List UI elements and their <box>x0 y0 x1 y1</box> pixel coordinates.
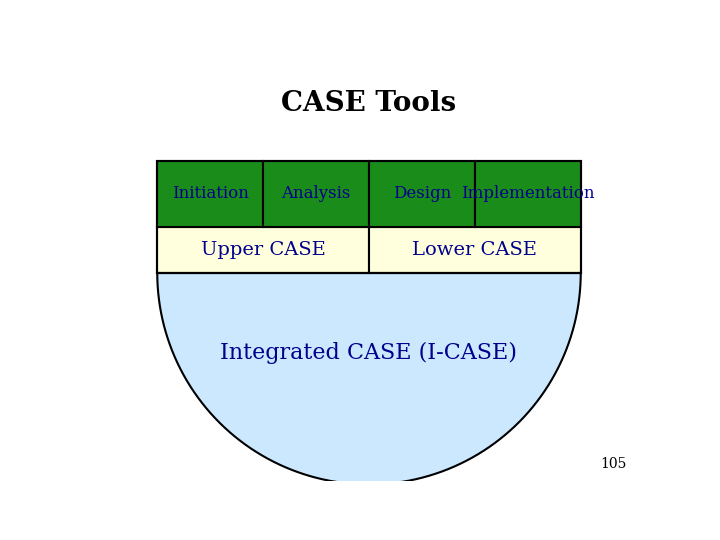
Text: Integrated CASE (I-CASE): Integrated CASE (I-CASE) <box>220 342 518 364</box>
Bar <box>369 226 581 273</box>
Bar <box>157 226 369 273</box>
Text: CASE Tools: CASE Tools <box>282 90 456 117</box>
Bar <box>369 161 475 226</box>
Text: Lower CASE: Lower CASE <box>413 241 537 259</box>
Bar <box>157 161 581 273</box>
Bar <box>475 161 581 226</box>
Bar <box>157 161 263 226</box>
Text: Design: Design <box>393 185 451 202</box>
Polygon shape <box>157 273 581 484</box>
Text: Upper CASE: Upper CASE <box>201 241 325 259</box>
Text: 105: 105 <box>600 457 627 471</box>
Text: Analysis: Analysis <box>282 185 351 202</box>
Text: Initiation: Initiation <box>172 185 248 202</box>
Text: Implementation: Implementation <box>461 185 595 202</box>
Bar <box>263 161 369 226</box>
